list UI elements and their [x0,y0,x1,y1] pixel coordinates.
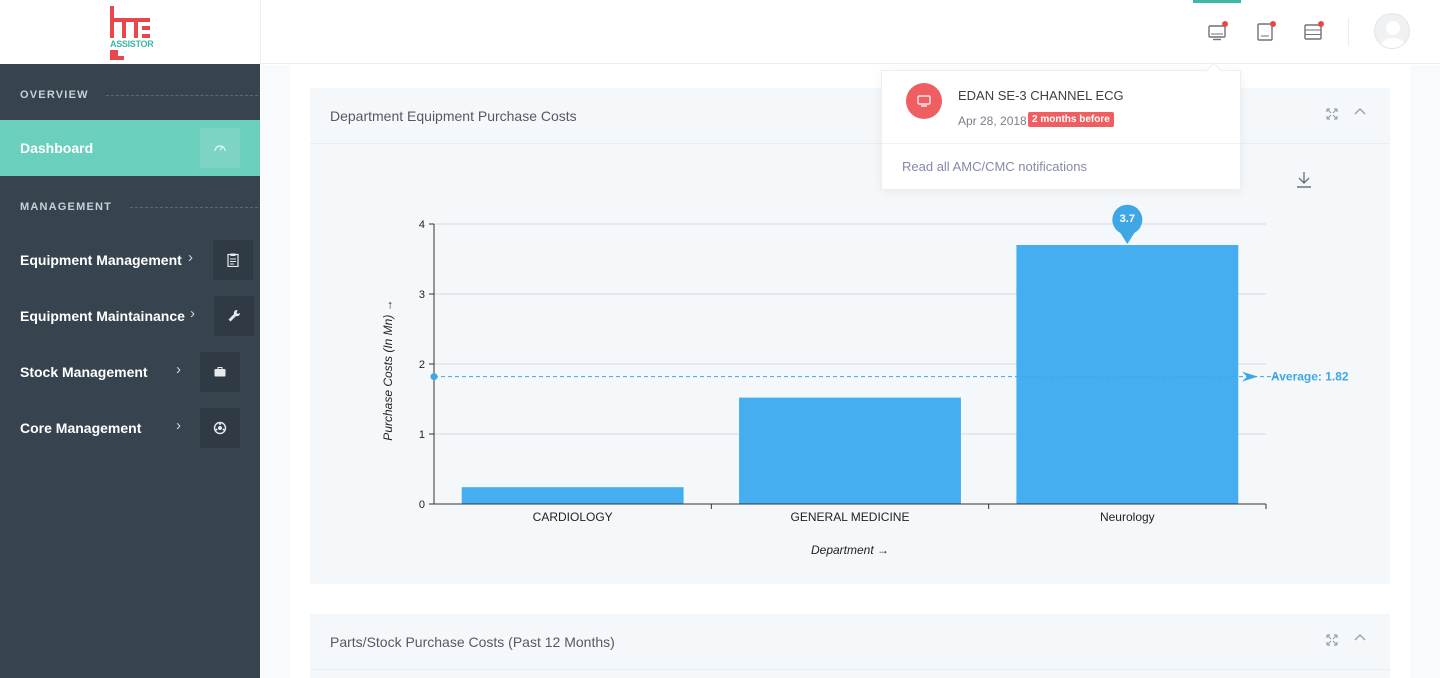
logo-text: ASSISTOR [110,39,154,49]
chevron-right-icon: › [190,305,195,322]
average-arrow-icon [1242,371,1258,382]
expand-icon[interactable] [1326,107,1338,123]
sidebar-item-core-management[interactable]: Core Management › [0,400,260,456]
notification-date: Apr 28, 2018 [958,114,1027,128]
expand-icon[interactable] [1326,633,1338,649]
chevron-right-icon: › [176,361,181,378]
x-axis-label: Department → [811,543,889,557]
section-management: MANAGEMENT [20,201,113,213]
sidebar-item-label: Dashboard [20,140,94,156]
briefcase-icon [200,352,240,392]
monitor-icon [906,83,942,119]
chevron-right-icon: › [188,249,193,266]
notification-dropdown: EDAN SE-3 CHANNEL ECG Apr 28, 2018 2 mon… [881,62,1241,190]
server-notification-icon[interactable] [1301,20,1325,44]
download-icon[interactable] [1297,172,1311,188]
y-tick-label: 4 [419,219,425,231]
y-axis-label: Purchase Costs (In Mn) → [381,299,395,440]
section-divider [106,95,258,96]
max-value-label: 3.7 [1120,213,1135,225]
topbar-separator [1348,18,1349,46]
sidebar-item-stock-management[interactable]: Stock Management › [0,344,260,400]
notification-title[interactable]: EDAN SE-3 CHANNEL ECG [958,88,1124,103]
sidebar-item-label: Stock Management [20,364,148,380]
read-all-notifications-link[interactable]: Read all AMC/CMC notifications [902,159,1087,174]
sidebar: ASSISTOR OVERVIEW Dashboard MANAGEMENT E… [0,0,260,678]
y-tick-label: 3 [419,289,425,301]
y-tick-label: 2 [419,359,425,371]
card-parts-stock-costs: Parts/Stock Purchase Costs (Past 12 Mont… [310,614,1390,678]
x-tick-label: GENERAL MEDICINE [791,510,910,524]
sidebar-item-equipment-maintainance[interactable]: Equipment Maintainance › [0,288,260,344]
sidebar-item-label: Core Management [20,420,142,436]
speedometer-icon [200,128,240,168]
sidebar-item-equipment-management[interactable]: Equipment Management › [0,232,260,288]
collapse-icon[interactable] [1354,631,1366,647]
section-overview: OVERVIEW [20,89,89,101]
bar [461,487,684,504]
sidebar-item-label: Equipment Management [20,252,182,268]
dropdown-divider [882,143,1240,144]
settings-icon [200,408,240,448]
chevron-right-icon: › [176,417,181,434]
brand-logo[interactable] [110,6,152,60]
device-notification-icon[interactable] [1253,20,1277,44]
monitor-notification-icon[interactable] [1205,20,1229,44]
purchase-cost-chart: 0 1 2 3 4 CARDIOLOGY GENERAL MEDICINE Neurology… [381,172,1349,557]
active-topbar-indicator [1193,0,1241,3]
x-tick-label: CARDIOLOGY [533,510,613,524]
y-tick-label: 0 [419,499,425,511]
x-tick-label: Neurology [1100,510,1155,524]
card-title: Parts/Stock Purchase Costs (Past 12 Mont… [330,634,615,650]
card-header: Parts/Stock Purchase Costs (Past 12 Mont… [310,614,1390,670]
bar [739,397,961,504]
section-divider [130,207,258,208]
bar [1016,245,1239,504]
wrench-icon [214,296,254,336]
clipboard-icon [213,240,253,280]
card-header: Department Equipment Purchase Costs [310,88,1390,144]
max-value-pin [1112,204,1143,244]
sidebar-item-dashboard[interactable]: Dashboard [0,120,260,176]
user-avatar[interactable] [1374,13,1410,49]
logo-area: ASSISTOR [0,0,260,64]
card-title: Department Equipment Purchase Costs [330,108,577,124]
topbar [260,0,1440,64]
y-tick-label: 1 [419,429,425,441]
collapse-icon[interactable] [1354,105,1366,121]
average-label: Average: 1.82 [1271,370,1349,384]
average-marker [430,373,438,381]
sidebar-item-label: Equipment Maintainance [20,308,185,324]
notification-badge: 2 months before [1028,112,1114,127]
